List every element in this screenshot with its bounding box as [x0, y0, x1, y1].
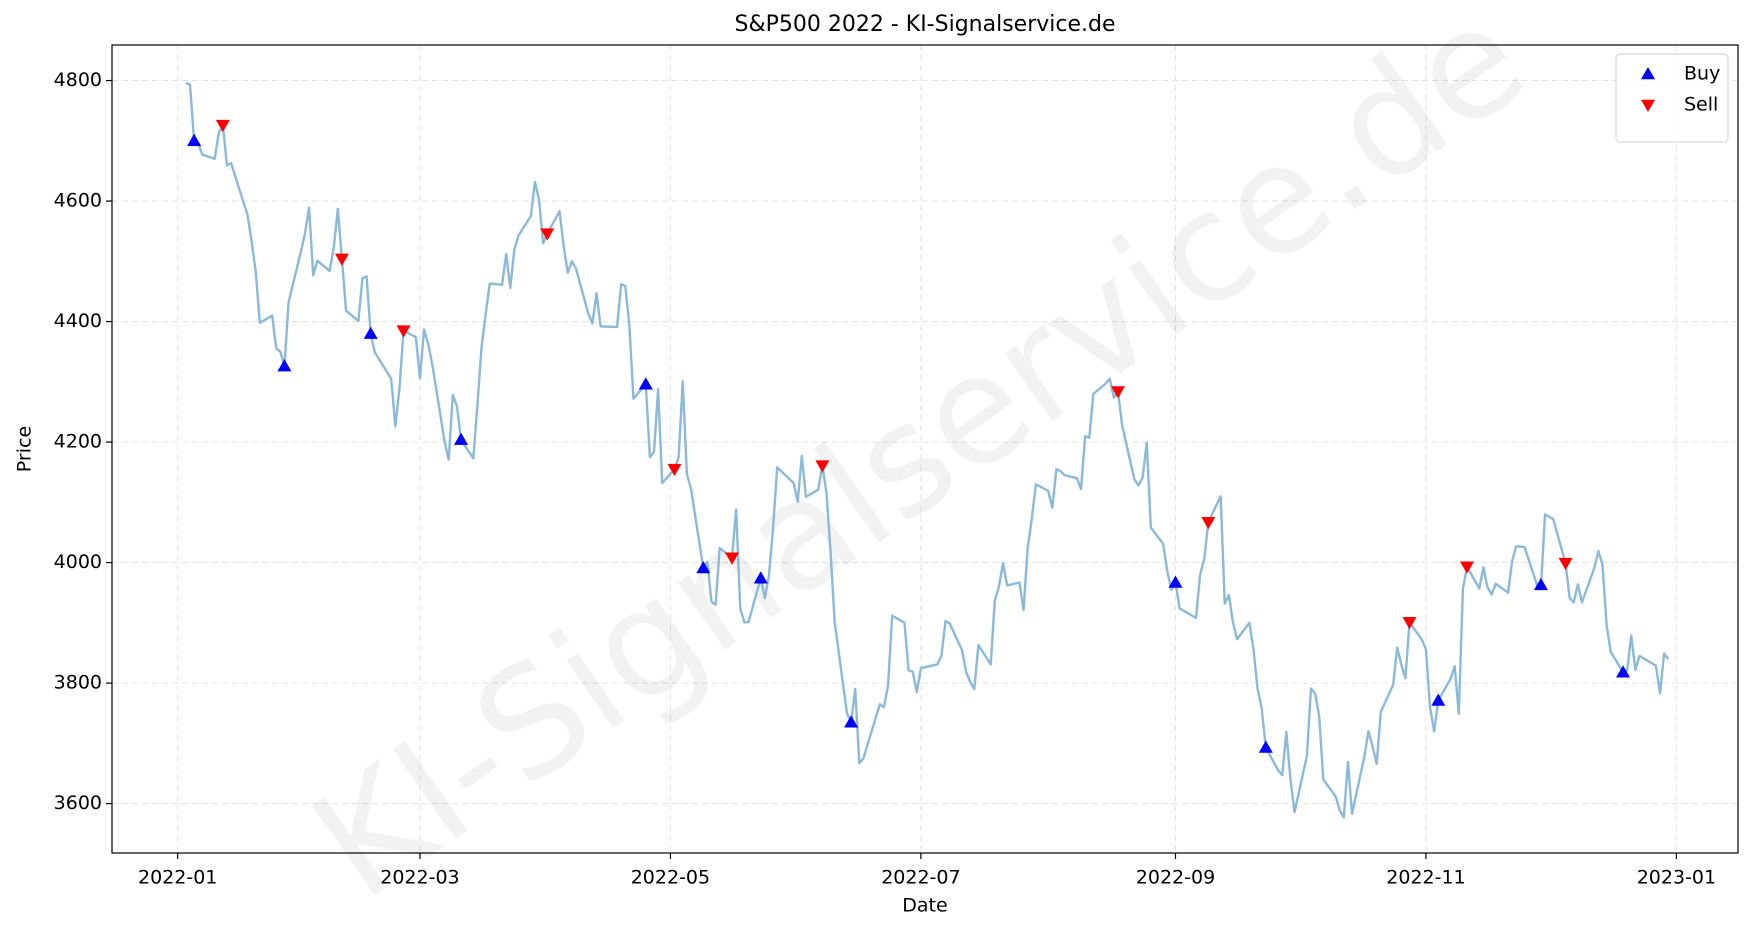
x-tick-label: 2022-11 [1386, 867, 1465, 889]
sell-marker [396, 325, 411, 338]
sell-marker [1460, 561, 1474, 574]
plot-frame [111, 44, 1739, 854]
legend: Buy Sell [1615, 53, 1729, 143]
buy-marker [844, 715, 859, 728]
chart-title: S&P500 2022 - KI-Signalservice.de [734, 12, 1115, 37]
x-tick-label: 2022-09 [1136, 867, 1215, 889]
y-tick-label: 4400 [54, 310, 102, 332]
y-tick-label: 3800 [54, 672, 102, 694]
buy-marker [1168, 575, 1183, 588]
legend-label: Sell [1684, 94, 1718, 116]
sell-marker [1558, 557, 1573, 571]
buy-marker [1258, 740, 1273, 753]
plot [185, 81, 1670, 819]
y-tick-label: 4200 [54, 431, 102, 453]
y-tick-label: 4600 [54, 190, 102, 212]
sell-marker [215, 119, 230, 133]
sell-marker [1201, 516, 1216, 530]
buy-marker [753, 571, 768, 584]
y-tick-label: 3600 [54, 792, 102, 814]
buy-marker [1431, 693, 1446, 706]
buy-marker [638, 377, 653, 390]
x-tick-label: 2022-05 [631, 867, 710, 889]
buy-marker [277, 359, 292, 372]
sell-marker [725, 552, 740, 565]
sell-marker [815, 460, 830, 473]
x-tick-label: 2022-07 [881, 867, 960, 889]
sell-marker [1110, 386, 1125, 399]
buy-marker [696, 561, 711, 574]
y-tick-label: 4000 [54, 551, 102, 573]
buy-marker [187, 133, 202, 147]
x-axis-label: Date [902, 895, 947, 917]
legend-marker [1641, 67, 1655, 80]
y-tick-label: 4800 [54, 69, 102, 91]
sell-marker [667, 463, 682, 477]
legend-label: Buy [1684, 63, 1720, 85]
x-tick-label: 2023-01 [1637, 867, 1716, 889]
y-axis-label: Price [14, 426, 36, 472]
x-tick-label: 2022-01 [138, 867, 217, 889]
buy-marker [1533, 577, 1548, 591]
legend-marker [1641, 99, 1655, 112]
price-line [185, 81, 1670, 819]
buy-marker [1616, 665, 1631, 678]
sell-marker [334, 253, 349, 266]
sell-marker [1402, 616, 1417, 630]
sell-marker [540, 228, 555, 241]
buy-marker [454, 432, 469, 445]
buy-marker [363, 326, 378, 339]
x-tick-label: 2022-03 [380, 867, 459, 889]
